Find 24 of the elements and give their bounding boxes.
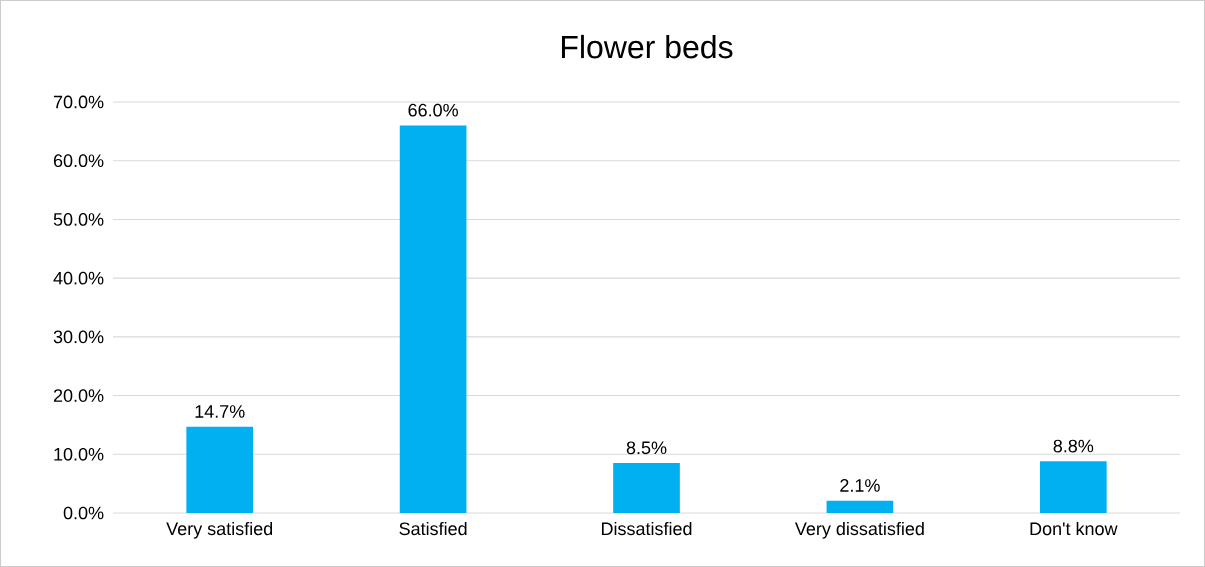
x-tick-label: Very dissatisfied (794, 521, 924, 539)
bar (1039, 461, 1107, 513)
data-label: 14.7% (195, 405, 245, 418)
y-tick-label: 40.0% (53, 271, 104, 285)
x-tick-label: Satisfied (399, 521, 467, 536)
y-tick-label: 10.0% (54, 447, 104, 461)
bar (399, 125, 467, 513)
x-tick-label: Very satisfied (166, 521, 273, 539)
y-tick-label: 60.0% (53, 154, 104, 168)
chart-title: Flower beds (561, 34, 733, 59)
x-tick-label: Dissatisfied (601, 521, 692, 536)
bar (186, 426, 254, 513)
bar (826, 500, 894, 513)
y-tick-label: 0.0% (63, 506, 104, 520)
data-label: 2.1% (840, 479, 880, 492)
data-label: 8.8% (1053, 439, 1094, 453)
y-tick-label: 20.0% (53, 389, 104, 402)
bar (613, 463, 680, 513)
data-label: 8.5% (626, 441, 667, 455)
data-label: 66.0% (408, 103, 458, 117)
y-tick-label: 70.0% (53, 95, 104, 109)
x-tick-label: Don't know (1030, 521, 1118, 536)
y-tick-label: 50.0% (53, 213, 104, 226)
y-tick-label: 30.0% (53, 330, 104, 344)
